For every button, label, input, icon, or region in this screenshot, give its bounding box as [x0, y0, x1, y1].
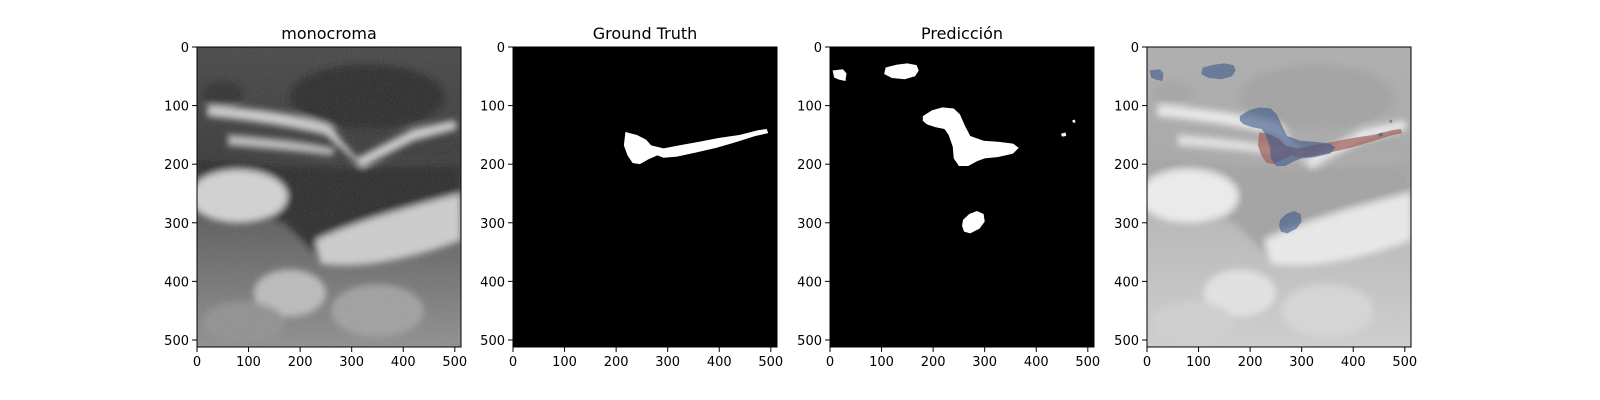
- y-tick-label: 100: [797, 100, 822, 115]
- y-tick-label: 400: [797, 275, 822, 290]
- panel-ground-truth-mask: [513, 47, 777, 347]
- x-tick-label: 0: [826, 355, 834, 370]
- x-tick-label: 500: [1075, 355, 1100, 370]
- y-tick-label: 500: [1114, 334, 1139, 349]
- axes-layer: 0 100 200 300 400 500 0 100 200 300 400 500 0 100 200 3…: [164, 41, 1417, 370]
- y-tick-label: 500: [164, 334, 189, 349]
- y-tick-label: 100: [164, 100, 189, 115]
- y-tick-label: 500: [480, 334, 505, 349]
- x-tick-label: 200: [921, 355, 946, 370]
- x-tick-label: 200: [604, 355, 629, 370]
- mask-background: [513, 47, 777, 347]
- x-tick-label: 300: [655, 355, 680, 370]
- x-tick-label: 0: [193, 355, 201, 370]
- axes-frame-1: [196, 46, 462, 348]
- axes-frame-4: [1146, 46, 1412, 348]
- axes-frame-2: [512, 46, 778, 348]
- x-tick-label: 400: [1024, 355, 1049, 370]
- panel-title-monocroma: monocroma: [281, 24, 377, 43]
- x-tick-label: 300: [339, 355, 364, 370]
- x-tick-label: 100: [236, 355, 261, 370]
- mask-background: [830, 47, 1094, 347]
- y-tick-label: 400: [164, 275, 189, 290]
- x-tick-label: 400: [1341, 355, 1366, 370]
- y-tick-label: 100: [1114, 100, 1139, 115]
- y-tick-label: 300: [1114, 217, 1139, 232]
- y-tick-label: 400: [480, 275, 505, 290]
- x-tick-label: 500: [1392, 355, 1417, 370]
- x-tick-label: 300: [1289, 355, 1314, 370]
- x-tick-label: 0: [1143, 355, 1151, 370]
- y-tick-label: 300: [480, 217, 505, 232]
- y-tick-label: 400: [1114, 275, 1139, 290]
- x-tick-label: 200: [1238, 355, 1263, 370]
- y-tick-label: 500: [797, 334, 822, 349]
- axes-frame-3: [829, 46, 1095, 348]
- panel-ultrasound: [189, 47, 461, 347]
- y-tick-label: 100: [480, 100, 505, 115]
- x-tick-label: 500: [758, 355, 783, 370]
- x-tick-label: 0: [509, 355, 517, 370]
- x-tick-label: 100: [869, 355, 894, 370]
- x-tick-label: 400: [391, 355, 416, 370]
- y-tick-label: 0: [181, 41, 189, 56]
- y-tick-label: 200: [797, 158, 822, 173]
- x-tick-label: 400: [707, 355, 732, 370]
- panel-title-ground-truth: Ground Truth: [593, 24, 698, 43]
- y-tick-label: 300: [797, 217, 822, 232]
- y-tick-label: 0: [814, 41, 822, 56]
- x-tick-label: 100: [1186, 355, 1211, 370]
- x-tick-label: 200: [288, 355, 313, 370]
- y-tick-label: 200: [480, 158, 505, 173]
- x-tick-label: 500: [442, 355, 467, 370]
- x-tick-label: 100: [552, 355, 577, 370]
- y-tick-label: 300: [164, 217, 189, 232]
- panel-overlay: [1147, 47, 1411, 347]
- y-tick-label: 200: [164, 158, 189, 173]
- y-tick-label: 200: [1114, 158, 1139, 173]
- y-tick-label: 0: [1131, 41, 1139, 56]
- panel-prediction-mask: [830, 47, 1094, 347]
- y-tick-label: 0: [497, 41, 505, 56]
- x-tick-label: 300: [972, 355, 997, 370]
- panel-title-prediccion: Predicción: [921, 24, 1003, 43]
